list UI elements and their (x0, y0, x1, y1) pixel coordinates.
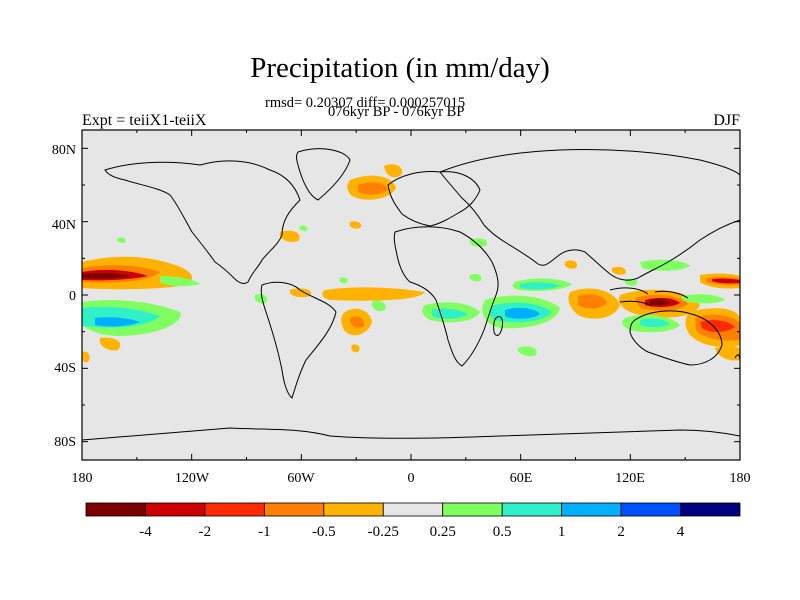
lon-tick-label: 180 (72, 471, 93, 486)
colorbar (85, 502, 741, 517)
anomaly-patch (82, 351, 90, 363)
anomaly-fields (82, 164, 740, 363)
lon-tick-label: 60E (510, 471, 533, 486)
anomaly-patch (505, 307, 540, 319)
season-label: DJF (713, 112, 740, 129)
asia-coast (439, 148, 740, 281)
africa-coast (393, 226, 499, 367)
colorbar-swatch (442, 502, 503, 517)
colorbar-swatch (263, 502, 325, 517)
colorbar-label: -4 (139, 524, 152, 540)
colorbar-swatch (680, 502, 741, 517)
anomaly-patch (640, 318, 670, 328)
anomaly-patch (322, 287, 425, 301)
madagascar-coast (493, 315, 503, 336)
indonesia-coast (609, 287, 689, 307)
colorbar-label: 0.5 (493, 524, 512, 540)
antarctica-coast (82, 427, 740, 441)
anomaly-patch (520, 282, 560, 290)
axis-ticks (81, 130, 741, 460)
anomaly-patch (700, 319, 735, 332)
lon-tick-label: 0 (408, 471, 415, 486)
anomaly-patch (469, 273, 482, 282)
colorbar-swatch (561, 502, 622, 517)
australia-coast (629, 310, 723, 366)
anomaly-patch (564, 260, 578, 269)
anomaly-patch (279, 230, 300, 242)
anomaly-patch (289, 288, 312, 298)
anomaly-patch (95, 317, 140, 327)
colorbar-label: 4 (677, 524, 685, 540)
colorbar-label: 0.25 (430, 524, 456, 540)
experiment-label: Expt = teiiX1-teiiX (82, 112, 207, 129)
colorbar-swatch (501, 502, 563, 517)
anomaly-patch (349, 221, 362, 229)
colorbar-label: 1 (558, 524, 566, 540)
colorbar-label: -0.25 (368, 524, 399, 540)
anomaly-patch (82, 272, 132, 279)
lon-tick-label: 120E (615, 471, 645, 486)
colorbar-labels: -4 -2 -1 -0.5 -0.25 0.25 0.5 1 2 4 (139, 524, 685, 540)
coastlines (82, 148, 740, 441)
anomaly-patch (339, 277, 348, 284)
colorbar-swatch (204, 502, 265, 517)
period-line: 076kyr BP - 076kyr BP (328, 104, 465, 120)
anomaly-patch (640, 259, 690, 271)
colorbar-label: -1 (258, 524, 271, 540)
anomaly-patch (469, 238, 488, 247)
colorbar-swatch (382, 502, 444, 517)
lon-tick-label: 120W (175, 471, 210, 486)
anomaly-patch (350, 316, 365, 328)
anomaly-patch (712, 278, 740, 284)
lon-tick-label: 180 (730, 471, 751, 486)
colorbar-label: 2 (617, 524, 625, 540)
anomaly-patch (371, 300, 386, 312)
north-america-coast (104, 160, 301, 284)
anomaly-patch (351, 344, 360, 353)
anomaly-patch (578, 294, 607, 309)
lat-tick-label: 40S (54, 361, 76, 376)
anomaly-patch (299, 225, 308, 231)
anomaly-patch (682, 294, 725, 304)
anomaly-patch (611, 266, 626, 275)
chart-title: Precipitation (in mm/day) (250, 52, 550, 84)
south-america-coast (260, 281, 337, 399)
stats-line: rmsd= 0.20307 diff= 0.000257015 (265, 95, 466, 111)
anomaly-patch (715, 345, 740, 361)
anomaly-patch (254, 293, 268, 304)
colorbar-swatch (145, 502, 206, 517)
anomaly-patch (358, 182, 388, 195)
anomaly-patch (160, 276, 200, 287)
lat-tick-label: 80N (52, 143, 76, 158)
colorbar-swatch (85, 502, 146, 517)
colorbar-swatch (620, 502, 681, 517)
lat-tick-label: 40N (52, 218, 76, 233)
lat-tick-label: 0 (69, 289, 76, 304)
anomaly-patch (384, 164, 403, 178)
anomaly-patch (99, 337, 121, 351)
lon-tick-label: 60W (287, 471, 315, 486)
anomaly-patch (650, 299, 670, 306)
colorbar-label: -0.5 (312, 524, 336, 540)
anomaly-patch (517, 346, 537, 357)
lat-tick-label: 80S (54, 435, 76, 450)
colorbar-swatch (323, 502, 384, 517)
anomaly-patch (117, 237, 126, 243)
greenland-coast (296, 148, 351, 201)
colorbar-label: -2 (199, 524, 212, 540)
